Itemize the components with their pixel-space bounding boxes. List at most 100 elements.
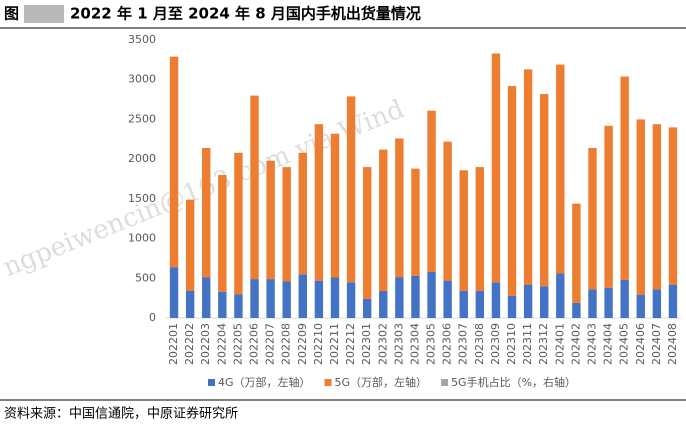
bar-segment [652, 289, 662, 318]
bar-segment [314, 280, 324, 318]
bar-segment [314, 124, 324, 281]
bar-segment [604, 125, 613, 288]
bar-segment [475, 167, 485, 291]
bar-segment [668, 127, 678, 285]
bar-segment [250, 95, 259, 280]
bar-segment [218, 291, 227, 318]
figure-label: 图 [4, 5, 19, 23]
bar-segment [218, 175, 227, 292]
bar-segment [507, 86, 517, 296]
x-tick-label: 202312 [537, 323, 550, 365]
bar-segment [379, 290, 388, 318]
x-tick-label: 202211 [328, 323, 341, 365]
bar-segment [266, 279, 275, 318]
chart-title: 2022 年 1 月至 2024 年 8 月国内手机出货量情况 [70, 5, 421, 23]
bar-segment [169, 56, 179, 268]
legend-label: 5G（万部，左轴） [335, 375, 428, 389]
x-tick-label: 202309 [489, 323, 502, 365]
y-tick-label: 3000 [128, 73, 156, 86]
legend-swatch [441, 379, 449, 386]
bar-segment [234, 294, 243, 318]
x-tick-label: 202201 [167, 323, 180, 365]
bar-segment [491, 53, 501, 283]
bar-segment [250, 279, 259, 318]
x-tick-label: 202305 [425, 323, 438, 365]
bar-segment [523, 69, 533, 285]
legend-swatch [324, 379, 332, 386]
x-tick-label: 202205 [231, 323, 244, 365]
x-tick-label: 202401 [553, 323, 566, 365]
bar-segment [427, 271, 436, 318]
x-tick-label: 202308 [473, 323, 486, 365]
y-tick-label: 1000 [128, 232, 156, 245]
x-tick-label: 202405 [618, 323, 631, 365]
bar-segment [572, 203, 581, 303]
bar-segment [346, 282, 356, 318]
bar-segment [298, 274, 307, 318]
bar-segment [523, 284, 533, 318]
bar-segment [620, 76, 629, 280]
bar-segment [620, 279, 629, 318]
x-tick-label: 202303 [392, 323, 405, 365]
bar-segment [443, 141, 452, 281]
bar-segment [395, 138, 404, 278]
bar-segment [556, 64, 565, 274]
source: 资料来源：中国信通院，中原证券研究所 [4, 406, 238, 422]
x-tick-label: 202208 [280, 323, 293, 365]
bar-segment [507, 295, 517, 318]
y-tick-label: 2500 [128, 112, 156, 125]
legend-swatch [208, 379, 215, 386]
x-tick-label: 202311 [521, 323, 534, 365]
x-tick-label: 202407 [650, 323, 663, 365]
bar-segment [202, 148, 211, 278]
bar-segment [427, 110, 436, 272]
bar-segment [636, 294, 645, 318]
y-tick-label: 0 [149, 311, 156, 324]
bar-segment [362, 167, 372, 299]
x-tick-label: 202408 [666, 323, 679, 365]
bar-segment [540, 94, 549, 287]
y-tick-label: 2000 [128, 152, 156, 165]
bar-segment [556, 273, 565, 318]
x-tick-label: 202307 [457, 323, 470, 365]
x-tick-label: 202204 [215, 323, 228, 365]
bar-segment [411, 168, 420, 276]
x-tick-label: 202406 [634, 323, 647, 365]
x-tick-label: 202210 [312, 323, 325, 365]
x-tick-label: 202402 [569, 323, 582, 365]
x-tick-label: 202212 [344, 323, 357, 365]
x-tick-label: 202202 [183, 323, 196, 365]
bar-segment [298, 152, 307, 275]
x-tick-label: 202209 [296, 323, 309, 365]
redaction [24, 5, 64, 23]
bar-segment [346, 96, 356, 283]
x-tick-label: 202310 [505, 323, 518, 365]
x-tick-label: 202403 [585, 323, 598, 365]
x-tick-label: 202206 [248, 323, 261, 365]
legend-label: 4G（万部，左轴） [218, 375, 311, 389]
bar-segment [475, 290, 485, 318]
x-tick-label: 202203 [199, 323, 212, 365]
bar-segment [604, 287, 613, 318]
bar-segment [330, 133, 340, 278]
x-tick-label: 202404 [602, 323, 615, 365]
bar-segment [411, 275, 420, 318]
bar-segment [572, 302, 581, 318]
x-tick-label: 202304 [408, 323, 421, 365]
legend-label: 5G手机占比（%，右轴） [451, 375, 576, 389]
y-tick-label: 500 [135, 271, 156, 284]
bar-segment [330, 277, 340, 318]
bar-segment [395, 277, 404, 318]
bar-segment [588, 148, 597, 290]
bar-segment [282, 167, 291, 282]
bar-segment [185, 290, 195, 318]
bar-segment [652, 124, 662, 290]
bar-segment [185, 199, 195, 291]
x-tick-label: 202207 [264, 323, 277, 365]
bar-segment [636, 119, 645, 295]
y-tick-label: 3500 [128, 33, 156, 46]
bar-segment [202, 277, 211, 318]
y-tick-label: 1500 [128, 192, 156, 205]
bar-segment [540, 286, 549, 318]
